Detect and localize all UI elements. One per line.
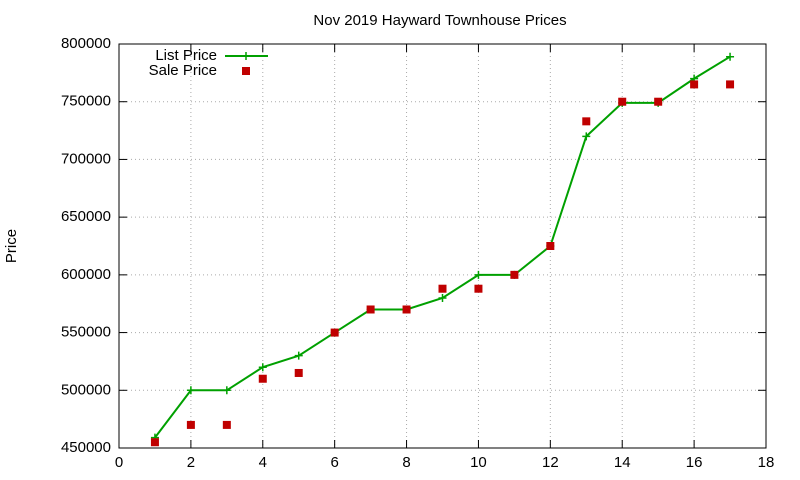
plot-frame <box>118 43 767 449</box>
y-tick-label: 550000 <box>61 324 111 341</box>
chart-title: Nov 2019 Hayward Townhouse Prices <box>313 12 566 29</box>
x-tick-label: 0 <box>115 454 123 471</box>
point-marker <box>330 328 339 337</box>
point-marker <box>366 305 375 314</box>
y-tick-label: 650000 <box>61 208 111 225</box>
point-marker <box>582 117 591 126</box>
point-marker <box>258 363 267 372</box>
point-marker <box>258 374 267 383</box>
x-tick-label: 6 <box>330 454 338 471</box>
x-tick-label: 8 <box>402 454 410 471</box>
point-marker <box>150 438 159 447</box>
legend-marker <box>242 67 250 75</box>
point-marker <box>186 386 195 395</box>
point-marker <box>726 80 735 89</box>
x-tick-label: 12 <box>542 454 559 471</box>
y-tick-label: 450000 <box>61 439 111 456</box>
y-tick-label: 600000 <box>61 266 111 283</box>
legend-label: List Price <box>155 47 217 64</box>
legend-marker <box>242 52 250 60</box>
point-marker <box>618 97 627 106</box>
point-marker <box>546 242 555 250</box>
point-marker <box>690 80 699 89</box>
x-tick-label: 10 <box>470 454 487 471</box>
point-marker <box>222 420 231 429</box>
x-tick-label: 18 <box>758 454 775 471</box>
point-marker <box>222 386 231 395</box>
point-marker <box>438 293 447 302</box>
point-marker <box>438 284 447 293</box>
point-marker <box>510 270 519 279</box>
x-tick-label: 14 <box>614 454 631 471</box>
point-marker <box>294 368 303 377</box>
point-marker <box>186 420 195 429</box>
x-tick-label: 2 <box>187 454 195 471</box>
point-marker <box>582 132 591 141</box>
y-tick-label: 800000 <box>61 35 111 52</box>
point-marker <box>474 284 483 293</box>
y-tick-label: 700000 <box>61 150 111 167</box>
point-marker <box>654 97 663 106</box>
point-marker <box>402 305 411 314</box>
point-marker <box>294 351 303 360</box>
y-axis-label: Price <box>3 229 20 263</box>
point-marker <box>474 270 483 279</box>
y-tick-label: 750000 <box>61 93 111 110</box>
point-marker <box>726 52 735 61</box>
legend-label: Sale Price <box>149 62 217 79</box>
y-tick-label: 500000 <box>61 381 111 398</box>
x-tick-label: 4 <box>259 454 267 471</box>
x-tick-label: 16 <box>686 454 703 471</box>
